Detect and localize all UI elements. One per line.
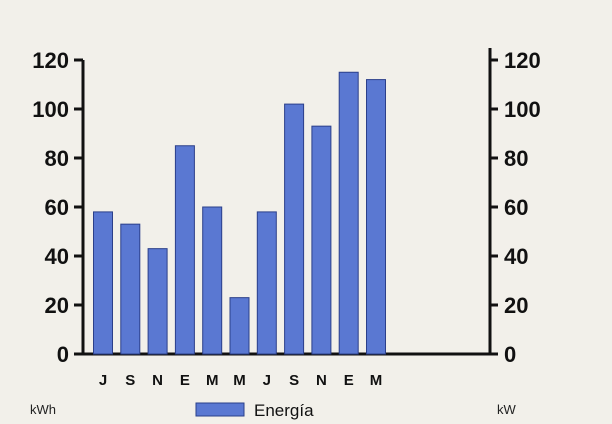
right-y-axis: 0 20 40 60 80 100 120 (490, 48, 541, 367)
right-axis-unit: kW (497, 402, 517, 417)
left-tick-label: 0 (57, 342, 69, 367)
left-tick-label: 40 (45, 244, 69, 269)
category-label: S (289, 372, 299, 389)
bar (339, 72, 358, 354)
bar (148, 249, 167, 354)
legend: Energía (196, 401, 314, 420)
left-tick-label: 80 (45, 146, 69, 171)
right-tick-label: 60 (504, 195, 528, 220)
right-tick-label: 120 (504, 48, 541, 73)
category-label: J (263, 372, 271, 389)
category-label: M (233, 372, 246, 389)
left-tick-label: 60 (45, 195, 69, 220)
bar-series (94, 72, 386, 354)
bar (121, 224, 140, 354)
right-tick-label: 100 (504, 97, 541, 122)
category-label: N (316, 372, 327, 389)
x-axis-categories: JSNEMMJSNEM (99, 372, 382, 389)
bar (367, 80, 386, 354)
category-label: E (180, 372, 190, 389)
bar (230, 298, 249, 354)
bar (312, 126, 331, 354)
legend-swatch (196, 403, 244, 416)
right-tick-label: 20 (504, 293, 528, 318)
right-tick-label: 80 (504, 146, 528, 171)
legend-label: Energía (254, 401, 314, 420)
category-label: E (344, 372, 354, 389)
left-tick-label: 120 (32, 48, 69, 73)
bar (94, 212, 113, 354)
left-tick-label: 100 (32, 97, 69, 122)
bar (203, 207, 222, 354)
bar (257, 212, 276, 354)
right-tick-label: 40 (504, 244, 528, 269)
category-label: M (370, 372, 383, 389)
category-label: S (125, 372, 135, 389)
bar (285, 104, 304, 354)
category-label: N (152, 372, 163, 389)
right-tick-label: 0 (504, 342, 516, 367)
bar (175, 146, 194, 354)
left-tick-label: 20 (45, 293, 69, 318)
left-axis-unit: kWh (30, 402, 56, 417)
category-label: M (206, 372, 219, 389)
category-label: J (99, 372, 107, 389)
